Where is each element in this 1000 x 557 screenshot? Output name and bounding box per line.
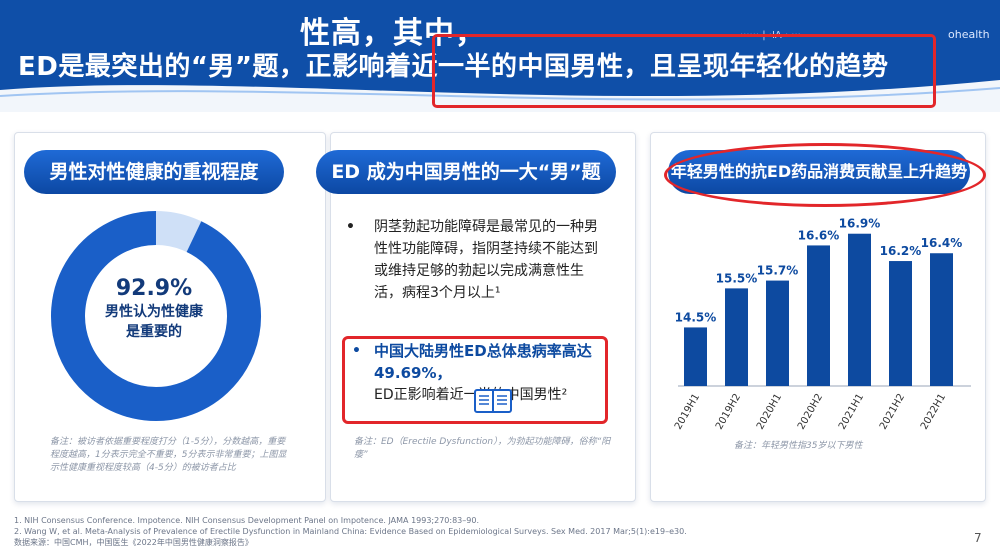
book-icon <box>474 389 512 413</box>
prevalence-rest: ED正影响着近一半的中国男性² <box>374 387 568 403</box>
header-title-line1: 性高，其中， <box>300 16 486 51</box>
panel3-note: 备注：年轻男性指35岁以下男性 <box>734 441 863 451</box>
donut-center-label: 92.9% 男性认为性健康 是重要的 <box>64 276 244 341</box>
prevalence-highlight-box <box>342 336 608 424</box>
importance-donut-chart <box>51 211 261 421</box>
ohealth-logo: ohealth <box>948 28 990 41</box>
panel2-title: ED 成为中国男性的一大“男”题 <box>316 150 616 194</box>
reference-2: 2. Wang W, et al. Meta-Analysis of Preva… <box>14 527 687 536</box>
panel3-title-highlight <box>664 143 986 207</box>
bullet-dot: • <box>346 219 355 235</box>
panel2-bullet-prevalence: • 中国大陆男性ED总体患病率高达49.69%， ED正影响着近一半的中国男性² <box>352 340 602 406</box>
donut-caption-line1: 男性认为性健康 <box>105 304 203 320</box>
prevalence-highlight: 中国大陆男性ED总体患病率高达49.69%， <box>374 342 592 382</box>
header-highlight-box <box>432 34 936 108</box>
header-wave-decoration <box>0 80 1000 112</box>
panel1-title: 男性对性健康的重视程度 <box>24 150 284 194</box>
bullet-text-definition: 阴茎勃起功能障碍是最常见的一种男性性功能障碍，指阴茎持续不能达到或维持足够的勃起… <box>374 219 598 301</box>
footer-references: 1. NIH Consensus Conference. Impotence. … <box>14 515 774 548</box>
header-title-line2: ED是最突出的“男”题，正影响着近一半的中国男性，且呈现年轻化的趋势 <box>18 52 889 82</box>
donut-caption-line2: 是重要的 <box>126 324 182 340</box>
panel1-note: 备注：被访者依据重要程度打分（1-5分），分数越高，重要程度越高，1分表示完全不… <box>50 437 287 473</box>
donut-percentage: 92.9% <box>115 276 193 301</box>
header-banner: 性高，其中， ED是最突出的“男”题，正影响着近一半的中国男性，且呈现年轻化的趋… <box>0 0 1000 112</box>
panel2-bullet-definition: • 阴茎勃起功能障碍是最常见的一种男性性功能障碍，指阴茎持续不能达到或维持足够的… <box>346 216 598 304</box>
donut-value-arc <box>51 211 261 421</box>
page-number: 7 <box>974 531 982 545</box>
bullet-dot: • <box>352 343 361 359</box>
panel2-note: 备注：ED（Erectile Dysfunction），为勃起功能障碍，俗称“阳… <box>354 437 611 460</box>
reference-1: 1. NIH Consensus Conference. Impotence. … <box>14 516 479 525</box>
data-source: 数据来源：中国CMH，中国医生《2022年中国男性健康洞察报告》 <box>14 538 253 547</box>
